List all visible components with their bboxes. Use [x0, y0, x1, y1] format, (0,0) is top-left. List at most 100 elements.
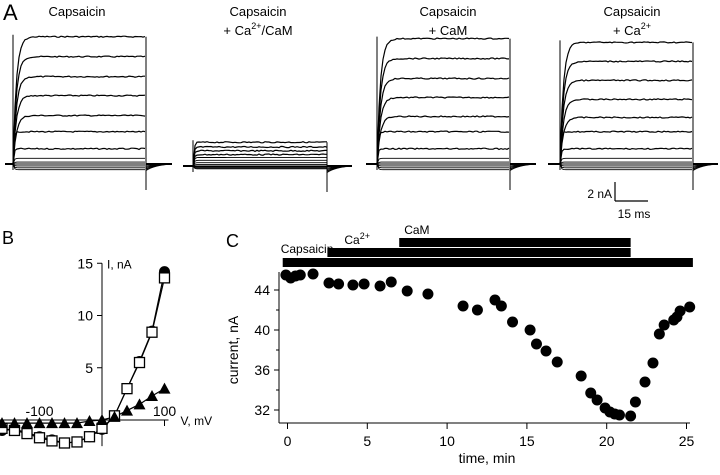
data-point	[625, 410, 637, 422]
current-trace	[559, 130, 693, 165]
current-trace	[12, 163, 145, 171]
data-point	[575, 370, 587, 382]
current-trace	[376, 96, 510, 165]
tail-current	[692, 163, 719, 171]
x-tick-label: -100	[25, 403, 53, 419]
panel-a-label: A	[3, 0, 18, 25]
current-trace	[12, 161, 145, 165]
application-bar-label: Capsaicin	[281, 242, 334, 256]
current-trace	[559, 163, 692, 171]
trace-title-ca-line1: Capsaicin	[603, 4, 660, 19]
current-trace	[12, 157, 145, 165]
data-point-square	[133, 356, 146, 369]
trace-title-ca-cam-line1: Capsaicin	[229, 4, 286, 19]
data-point	[385, 276, 397, 288]
current-trace	[192, 165, 327, 168]
data-point	[629, 396, 641, 408]
current-trace	[376, 163, 509, 171]
x-axis-label: time, min	[459, 450, 516, 466]
y-tick-label: 36	[254, 362, 270, 378]
data-point	[358, 278, 370, 290]
current-trace	[559, 79, 693, 165]
data-point	[401, 285, 413, 297]
data-point-triangle	[121, 404, 133, 416]
application-bars: Capsaicin Ca2+ CaM	[281, 223, 693, 267]
data-point	[471, 304, 483, 316]
tail-current	[145, 163, 173, 171]
current-trace	[376, 157, 509, 165]
current-trace	[12, 55, 146, 164]
panel-c-marks	[280, 268, 696, 422]
current-trace	[192, 156, 327, 167]
data-point-square	[33, 432, 46, 444]
data-point	[613, 409, 625, 421]
data-point	[591, 394, 603, 406]
data-point	[540, 345, 552, 357]
current-trace	[192, 164, 327, 167]
data-point-square	[58, 437, 71, 449]
current-trace	[376, 163, 509, 169]
data-point	[658, 319, 670, 331]
x-tick-label: 20	[599, 433, 615, 449]
data-point-square	[146, 326, 158, 338]
current-trace	[192, 145, 328, 166]
current-trace	[376, 77, 510, 165]
current-trace	[559, 163, 692, 167]
current-trace	[559, 98, 693, 165]
tail-current	[509, 163, 537, 171]
current-trace	[192, 141, 327, 167]
panel-c-label: C	[226, 231, 239, 251]
data-point-square	[83, 431, 96, 443]
panel-a: A Capsaicin Capsaicin + Ca2+/CaM Capsaic…	[3, 0, 719, 221]
y-tick-label: 15	[77, 255, 93, 271]
data-point	[653, 328, 665, 340]
current-trace	[12, 163, 145, 167]
data-point-triangle	[46, 417, 58, 429]
data-point	[333, 278, 345, 290]
data-point-square	[21, 427, 33, 440]
panel-b-axes: 5 10 15 -100 100 I, nA V, mV	[0, 255, 212, 447]
panel-b-marks	[0, 266, 171, 449]
current-traces	[5, 34, 719, 192]
trace-title-cam-line1: Capsaicin	[419, 4, 476, 19]
current-trace	[559, 163, 692, 169]
x-tick-label: 5	[363, 433, 371, 449]
data-point-triangle	[21, 417, 33, 429]
current-trace	[376, 37, 510, 165]
trace-title-ca-cam-line2: + Ca2+/CaM	[223, 21, 292, 38]
current-trace	[12, 147, 146, 165]
scale-bar: 2 nA 15 ms	[587, 182, 650, 221]
trace-title-cam-line2: + CaM	[429, 23, 468, 38]
data-point	[507, 316, 519, 328]
scale-bar-time-label: 15 ms	[618, 207, 651, 221]
data-point-triangle	[0, 417, 8, 429]
data-point-triangle	[71, 417, 83, 429]
data-point	[647, 357, 659, 369]
x-tick-label: 100	[153, 403, 177, 419]
data-point	[684, 301, 696, 313]
current-trace	[376, 147, 510, 165]
data-point	[585, 387, 597, 399]
tail-current	[326, 165, 353, 173]
x-tick-label: 10	[439, 433, 455, 449]
data-point-triangle	[8, 417, 21, 429]
data-point-triangle	[146, 389, 158, 401]
current-trace	[559, 41, 693, 164]
data-point-triangle	[108, 410, 121, 422]
current-trace	[559, 157, 692, 165]
current-trace	[192, 165, 327, 169]
scale-bar-current-label: 2 nA	[587, 187, 612, 201]
data-point	[495, 300, 507, 312]
current-trace	[12, 35, 146, 165]
current-trace	[12, 163, 145, 169]
current-trace	[376, 161, 509, 165]
data-point-square	[158, 272, 171, 284]
current-trace	[12, 114, 146, 165]
current-trace	[559, 60, 693, 164]
panel-c: C Capsaicin Ca2+ CaM 32 36 40 44 0 5 10 15 20 25 tim…	[225, 223, 696, 466]
current-trace	[12, 130, 146, 165]
y-tick-label: 10	[77, 308, 93, 324]
y-tick-label: 40	[254, 322, 270, 338]
y-tick-label: 32	[254, 402, 270, 418]
x-tick-label: 0	[284, 433, 292, 449]
